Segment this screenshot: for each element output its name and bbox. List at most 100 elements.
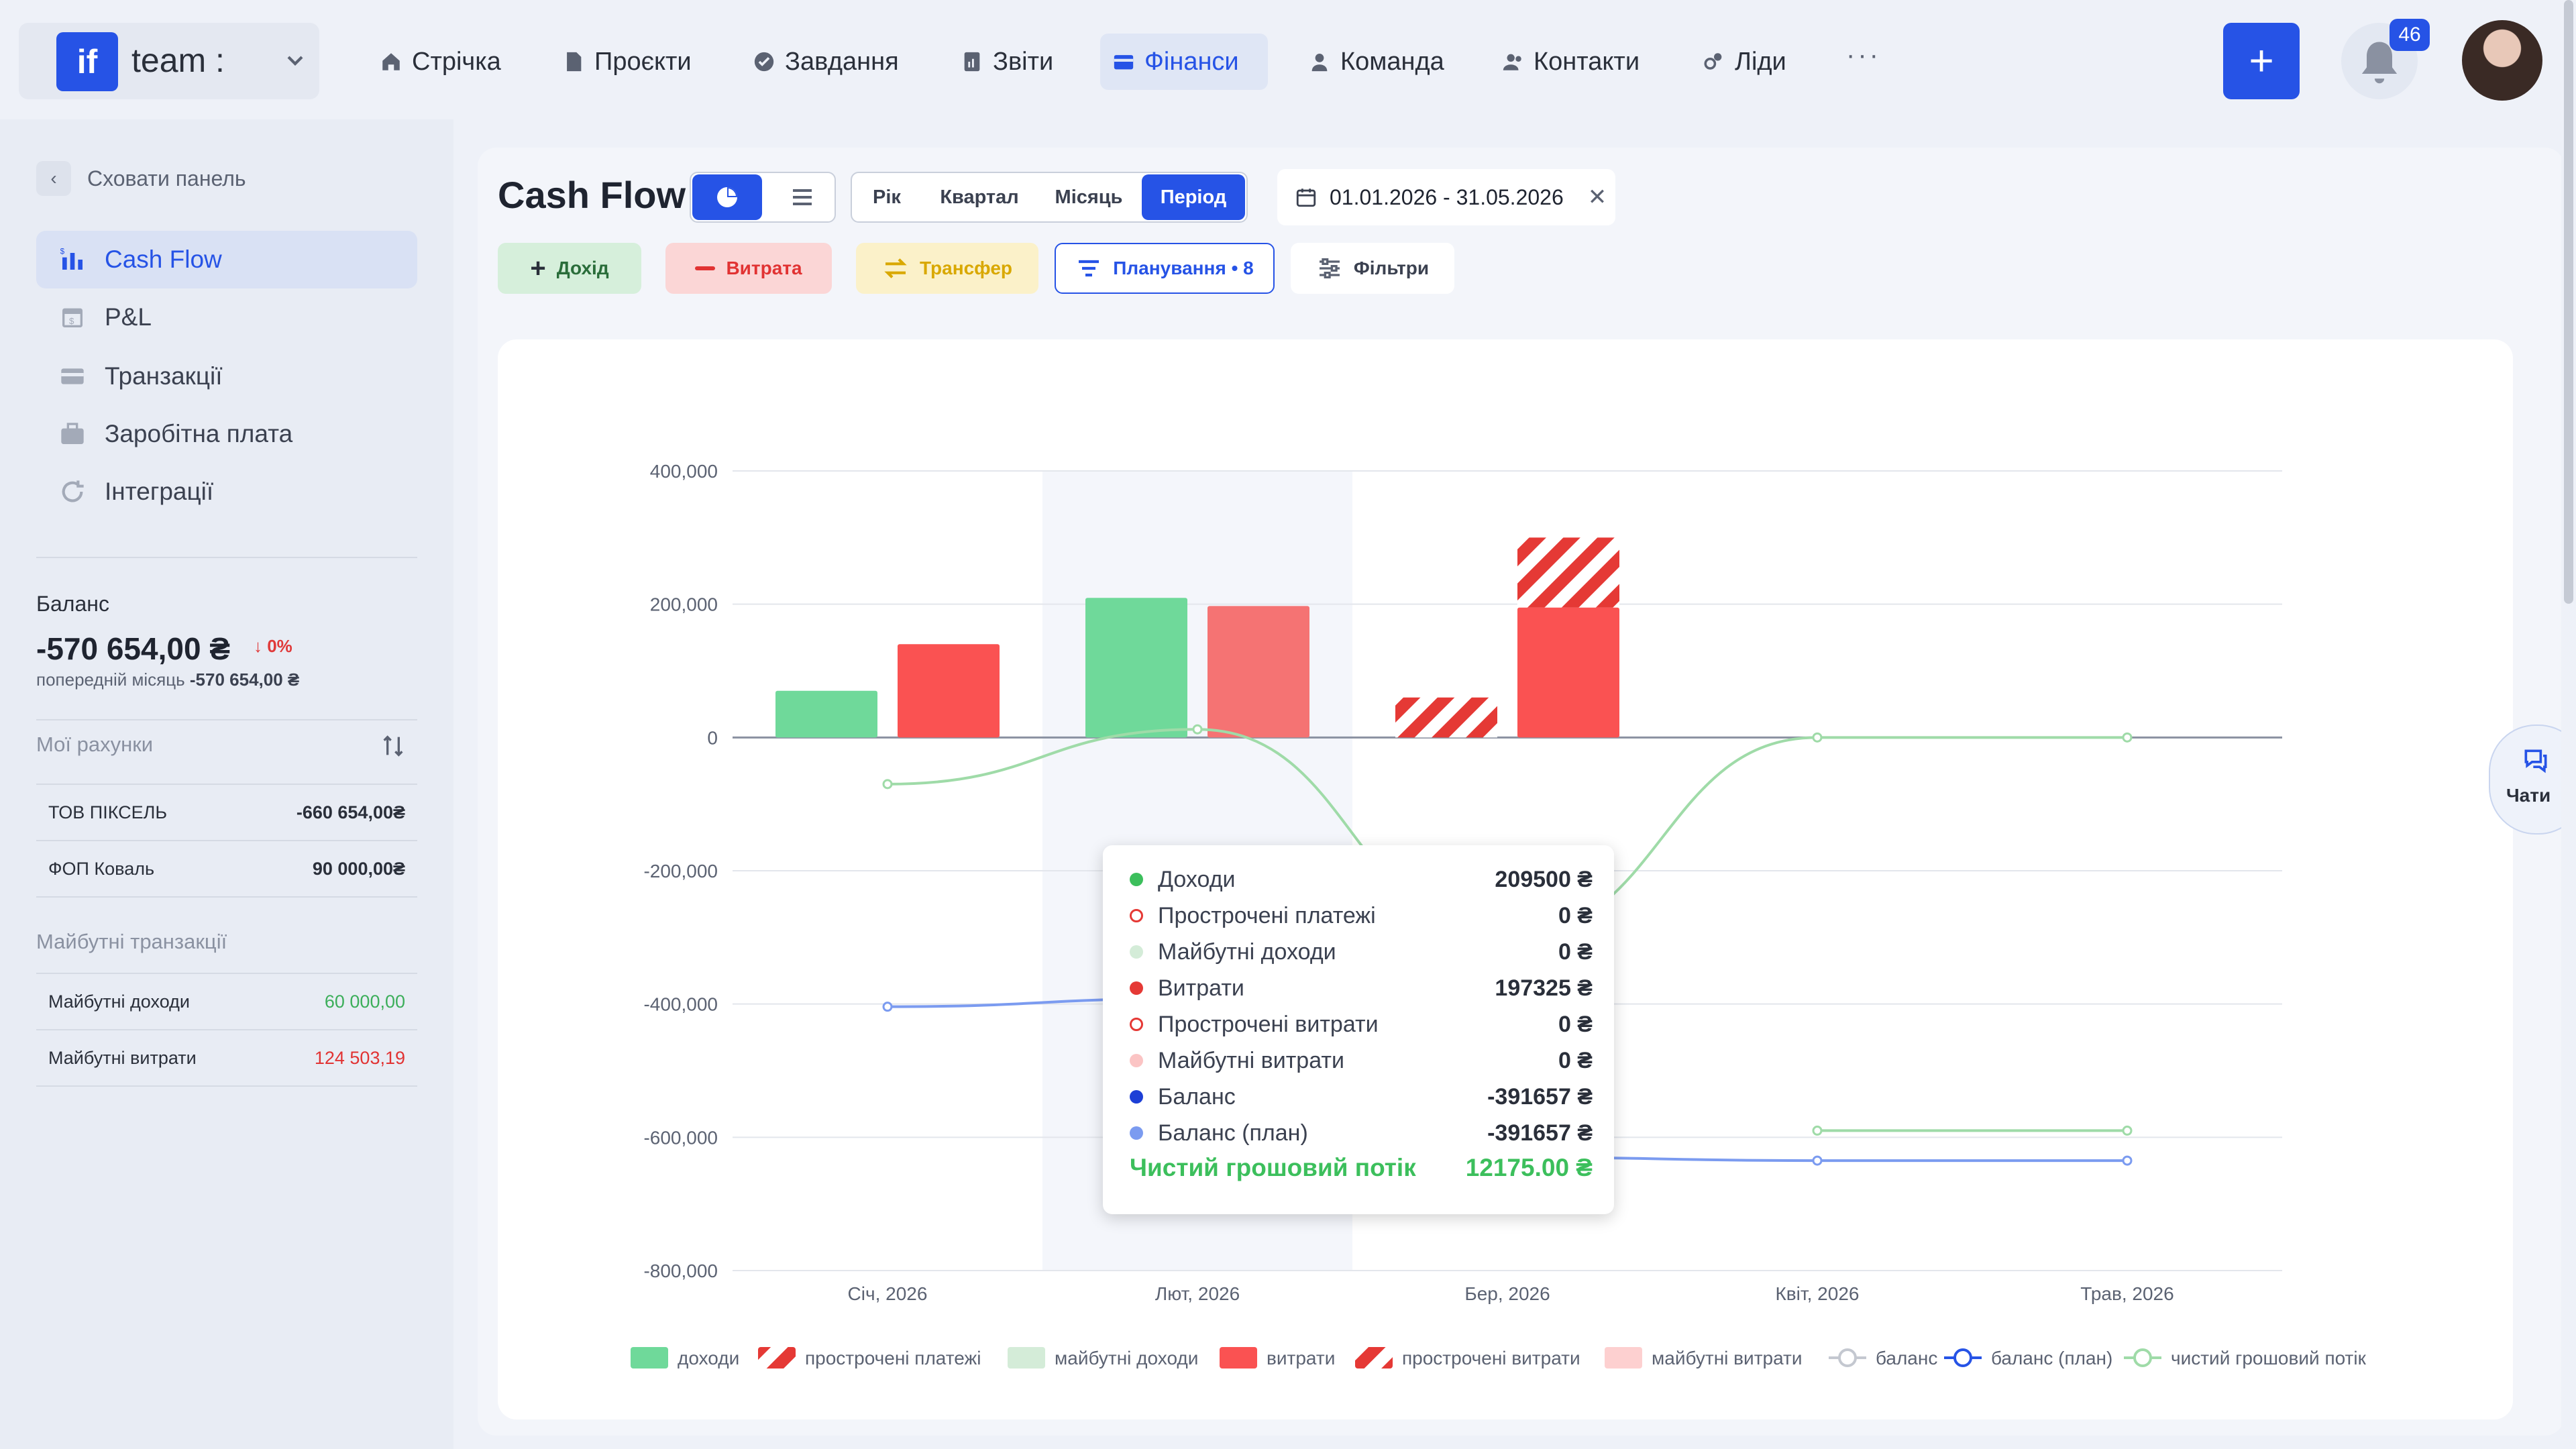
legend-dot — [1130, 873, 1143, 886]
tooltip-value: -391657 ₴ — [1487, 1120, 1593, 1146]
legend-label: витрати — [1267, 1348, 1335, 1368]
balance-previous-label: попередній місяць — [36, 669, 185, 690]
sort-icon[interactable] — [380, 733, 407, 759]
period-quarter[interactable]: Квартал — [940, 186, 1019, 208]
sidebar-divider — [36, 719, 417, 720]
nav-item-reports[interactable]: Звіти — [949, 34, 1065, 90]
future-name: Майбутні доходи — [48, 991, 190, 1012]
legend-dot — [1130, 945, 1143, 959]
nav-item-tasks[interactable]: Завдання — [741, 34, 911, 90]
sidebar-item-integrations[interactable]: Інтеграції — [36, 463, 417, 521]
account-row[interactable]: ФОП Коваль 90 000,00₴ — [36, 841, 417, 898]
tooltip-label: Баланс — [1158, 1083, 1236, 1110]
tooltip-value: 0 ₴ — [1558, 1047, 1593, 1073]
y-tick-label: 400,000 — [650, 461, 718, 482]
create-button[interactable]: + — [2223, 23, 2300, 99]
legend-dot — [1130, 1090, 1143, 1104]
user-icon — [1311, 53, 1328, 72]
nav-item-finance[interactable]: Фінанси — [1100, 34, 1268, 90]
add-transfer-button[interactable]: Трансфер — [856, 243, 1038, 294]
account-value: 90 000,00₴ — [312, 858, 405, 879]
legend-swatch-point — [1953, 1348, 1972, 1367]
calendar-dollar-icon: $ — [62, 308, 83, 327]
chevron-left-icon: ‹ — [36, 161, 71, 196]
app-logo: if — [56, 32, 118, 91]
future-name: Майбутні витрати — [48, 1047, 197, 1068]
nav-item-feed[interactable]: Стрічка — [368, 34, 513, 90]
sidebar-item-cash-flow[interactable]: $ Cash Flow — [36, 231, 417, 288]
balance-plan-point — [2122, 1155, 2133, 1166]
sidebar-item-transactions[interactable]: Транзакції — [36, 347, 417, 405]
bar-expense — [1208, 606, 1309, 738]
nav-item-contacts[interactable]: Контакти — [1489, 34, 1652, 90]
add-income-button[interactable]: + Дохід — [498, 243, 641, 294]
more-menu-button[interactable]: ··· — [1846, 40, 1881, 70]
plus-icon: + — [530, 253, 546, 283]
page-title: Cash Flow — [498, 174, 686, 216]
sidebar-item-label: Транзакції — [105, 362, 223, 390]
nav-item-leads[interactable]: Ліди — [1690, 34, 1799, 90]
y-tick-label: -400,000 — [643, 994, 718, 1015]
nav-label: Фінанси — [1144, 47, 1239, 76]
legend-swatch — [758, 1347, 796, 1368]
hide-panel-button[interactable]: ‹ Сховати панель — [36, 161, 246, 196]
sidebar-item-payroll[interactable]: Заробітна плата — [36, 405, 417, 463]
refresh-icon — [62, 480, 84, 502]
team-name: team : — [131, 42, 225, 79]
legend-dot — [1130, 1018, 1143, 1031]
document-icon — [567, 52, 582, 72]
tooltip-label: Доходи — [1158, 866, 1236, 892]
add-expense-button[interactable]: Витрата — [665, 243, 832, 294]
report-icon — [964, 52, 980, 72]
balance-change: ↓ 0% — [254, 636, 292, 656]
future-row[interactable]: Майбутні доходи 60 000,00 — [36, 974, 417, 1030]
period-month[interactable]: Місяць — [1055, 186, 1123, 208]
nav-item-projects[interactable]: Проєкти — [550, 34, 704, 90]
planning-button[interactable]: Планування • 8 — [1055, 243, 1275, 294]
list-view-button[interactable] — [771, 174, 833, 220]
tooltip-value: 197325 ₴ — [1495, 975, 1593, 1001]
tooltip-value: 0 ₴ — [1558, 1011, 1593, 1037]
period-year[interactable]: Рік — [873, 186, 901, 208]
legend-label: баланс — [1876, 1348, 1937, 1368]
bar-income — [775, 690, 877, 738]
scrollbar-thumb[interactable] — [2564, 0, 2573, 604]
hide-panel-label: Сховати панель — [87, 166, 246, 191]
tooltip-label: Прострочені платежі — [1158, 902, 1376, 928]
y-tick-label: 0 — [707, 727, 718, 748]
future-divider — [36, 973, 417, 974]
future-value: 60 000,00 — [324, 991, 405, 1012]
tooltip-row: Витрати 197325 ₴ — [1130, 970, 1593, 1006]
x-tick-label: Бер, 2026 — [1464, 1283, 1550, 1304]
nav-label: Проєкти — [594, 47, 692, 76]
nav-item-team[interactable]: Команда — [1296, 34, 1456, 90]
list-icon — [793, 189, 812, 205]
period-custom[interactable]: Період — [1142, 174, 1245, 220]
filters-button[interactable]: Фільтри — [1291, 243, 1454, 294]
svg-text:$: $ — [60, 248, 65, 256]
sidebar-item-pl[interactable]: $ P&L — [36, 288, 417, 346]
chevron-down-icon[interactable] — [282, 47, 309, 74]
account-row[interactable]: ТОВ ПІКСЕЛЬ -660 654,00₴ — [36, 785, 417, 841]
filter-lines-icon — [1079, 260, 1099, 277]
account-value: -660 654,00₴ — [296, 802, 405, 822]
net-flow-point — [2122, 732, 2133, 743]
wallet-icon — [1114, 55, 1134, 70]
sidebar-item-label: Інтеграції — [105, 478, 214, 505]
cash-flow-icon: $ — [60, 248, 83, 270]
chart-view-button[interactable] — [692, 174, 762, 220]
legend-label: майбутні витрати — [1652, 1348, 1803, 1368]
clear-date-icon[interactable]: ✕ — [1587, 184, 1607, 210]
avatar[interactable] — [2462, 20, 2542, 101]
nav-label: Завдання — [785, 47, 899, 76]
balance-plan-point — [882, 1002, 893, 1012]
date-range-picker[interactable]: 01.01.2026 - 31.05.2026 ✕ — [1277, 169, 1615, 225]
home-icon — [382, 53, 400, 70]
legend-swatch-point — [2133, 1348, 2152, 1367]
future-row[interactable]: Майбутні витрати 124 503,19 — [36, 1030, 417, 1087]
chats-label: Чати — [2506, 785, 2551, 806]
accounts-label: Мої рахунки — [36, 733, 154, 756]
tooltip-row: Баланс -391657 ₴ — [1130, 1079, 1593, 1115]
legend-swatch — [1605, 1347, 1642, 1368]
notifications-button[interactable] — [2341, 23, 2418, 99]
